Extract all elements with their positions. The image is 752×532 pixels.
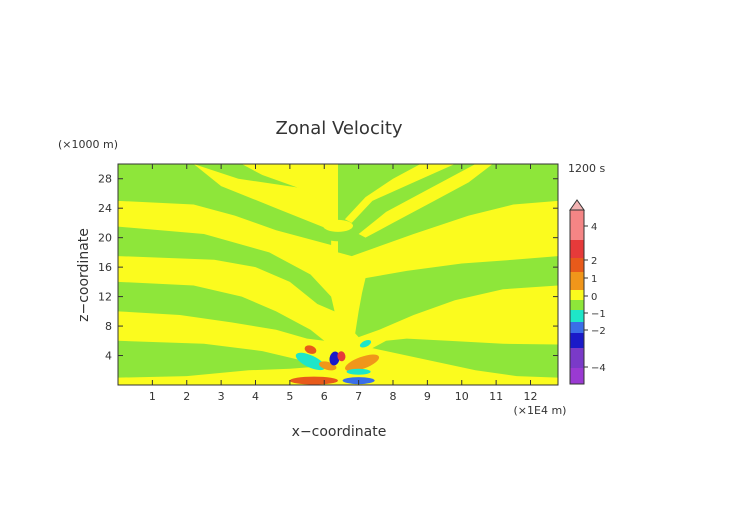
cyan-blob-upper-right	[359, 340, 372, 348]
contour-plot-area	[117, 163, 559, 386]
red-blob-bottom-left	[289, 376, 338, 385]
x-tick-label: 4	[252, 390, 259, 403]
yellow-streak-1	[241, 164, 338, 216]
colorbar-segment	[570, 272, 584, 290]
chart-title: Zonal Velocity	[275, 118, 402, 139]
y-tick-label: 4	[105, 350, 112, 363]
colorbar-segment	[570, 258, 584, 272]
y-tick-label: 24	[98, 202, 112, 215]
colorbar-segment	[570, 210, 584, 221]
x-tick-label: 12	[524, 390, 538, 403]
x-axis-ticks: 1 2 3 4 5 6 7 8 9 10 11 12	[149, 164, 538, 403]
colorbar: 4 2 1 0 −1 −2 −4	[569, 199, 606, 385]
y-tick-label: 20	[98, 232, 112, 245]
y-unit-label: (×1000 m)	[58, 138, 118, 151]
colorbar-label: −4	[591, 363, 606, 374]
x-unit-label: (×1E4 m)	[514, 404, 567, 417]
colorbar-segment	[570, 310, 584, 322]
colorbar-segment	[570, 290, 584, 300]
colorbar-label: −1	[591, 309, 606, 320]
colorbar-label: 4	[591, 222, 597, 233]
x-tick-label: 9	[424, 390, 431, 403]
yellow-streak-3	[358, 164, 493, 238]
x-tick-label: 1	[149, 390, 156, 403]
y-tick-label: 8	[105, 320, 112, 333]
green-band-2	[118, 164, 332, 246]
green-band-7	[355, 256, 558, 338]
plot-frame	[117, 163, 559, 386]
colorbar-frame	[569, 209, 585, 385]
y-tick-label: 16	[98, 261, 112, 274]
x-tick-label: 10	[455, 390, 469, 403]
y-tick-label: 28	[98, 173, 112, 186]
time-label: 1200 s	[568, 162, 605, 175]
colorbar-label: −2	[591, 326, 606, 337]
y-axis-ticks: 4 8 12 16 20 24 28	[98, 173, 558, 363]
green-band-3	[118, 226, 335, 312]
colorbar-segment	[570, 368, 584, 384]
x-tick-label: 5	[286, 390, 293, 403]
colorbar-segment	[570, 348, 584, 368]
colorbar-label: 1	[591, 274, 597, 285]
colorbar-segment	[570, 300, 584, 310]
y-axis-label: z−coordinate	[76, 228, 92, 322]
x-axis-label: x−coordinate	[292, 424, 387, 440]
blue-core	[329, 351, 340, 366]
cyan-blob-left	[295, 352, 326, 371]
yellow-streak-2	[344, 164, 455, 223]
x-tick-label: 11	[489, 390, 503, 403]
green-band-4	[118, 281, 325, 341]
yellow-crescent-cut	[323, 219, 353, 232]
velocity-bands	[118, 164, 558, 378]
colorbar-segment	[570, 221, 584, 240]
green-band-5	[118, 340, 318, 378]
colorbar-segment	[570, 322, 584, 333]
y-tick-label: 12	[98, 291, 112, 304]
x-tick-label: 7	[355, 390, 362, 403]
x-tick-label: 8	[390, 390, 397, 403]
colorbar-over-arrow	[569, 199, 585, 211]
colorbar-label: 0	[591, 292, 597, 303]
x-tick-label: 2	[183, 390, 190, 403]
colorbar-label: 2	[591, 256, 597, 267]
colorbar-segment	[570, 240, 584, 258]
colorbar-segment	[570, 333, 584, 348]
x-tick-label: 6	[321, 390, 328, 403]
red-core	[337, 351, 346, 362]
orange-blob-upper-left	[304, 345, 317, 354]
orange-blob-right	[345, 354, 380, 372]
cyan-blob-right	[346, 368, 371, 375]
x-tick-label: 3	[218, 390, 225, 403]
green-band-8	[372, 338, 558, 378]
